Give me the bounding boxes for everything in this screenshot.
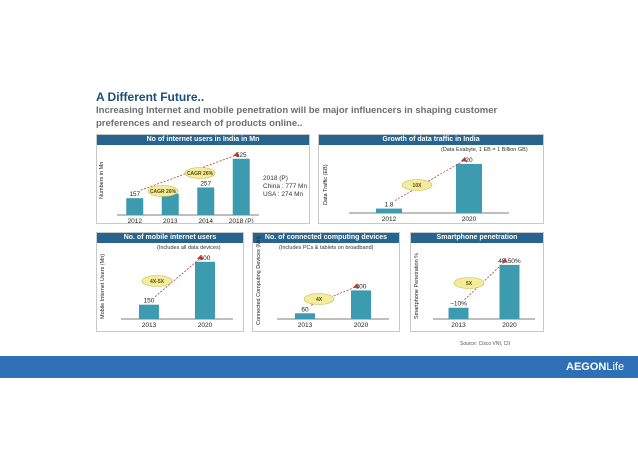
chart-title: Growth of data traffic in India: [319, 135, 543, 145]
trend-arrow: [140, 154, 238, 191]
growth-badge-label: 4X: [316, 297, 323, 303]
bar-2014: [197, 187, 215, 215]
x-tick-label: 2013: [451, 322, 466, 329]
data-label: 20: [465, 157, 473, 164]
chart-panel-mobile-internet: No. of mobile internet users (Includes a…: [96, 232, 244, 332]
x-tick-label: 2020: [502, 322, 517, 329]
data-label: 60: [301, 306, 309, 313]
chart-title: No. of mobile internet users: [97, 233, 243, 243]
data-label: 525: [236, 152, 247, 159]
page-subtitle: Increasing Internet and mobile penetrati…: [96, 105, 498, 129]
bar-2013: [448, 307, 469, 319]
growth-badge: [147, 185, 179, 197]
chart-internet-users: 1572012198201325720145252018 (P)CAGR 26%…: [117, 151, 259, 223]
growth-badge-label: CAGR 26%: [150, 189, 177, 195]
trend-arrow: [154, 257, 202, 297]
x-tick-label: 2020: [462, 216, 477, 223]
x-tick-label: 2013: [142, 322, 157, 329]
data-label: 1.8: [384, 202, 393, 209]
bar-2012: [126, 198, 144, 215]
bar-2013: [139, 304, 159, 319]
x-tick-label: 2018 (P): [229, 218, 254, 223]
bar-2020: [351, 290, 371, 319]
chart-panel-internet-users: No of internet users in India in Mn Numb…: [96, 134, 310, 224]
growth-badge: [184, 167, 216, 179]
chart-subtitle: (Includes PCs & tablets on broadband): [279, 245, 374, 251]
bar-2012: [376, 208, 402, 213]
x-tick-label: 2014: [199, 218, 214, 223]
trend-arrowhead: [501, 257, 508, 263]
chart-title: Smartphone penetration: [411, 233, 543, 243]
x-tick-label: 2013: [163, 218, 178, 223]
growth-badge: [401, 179, 433, 191]
x-tick-label: 2020: [198, 322, 213, 329]
chart-panel-connected-devices: No. of connected computing devices (Incl…: [252, 232, 400, 332]
x-tick-label: 2020: [354, 322, 369, 329]
chart-subtitle: (Data Exabyte, 1 EB = 1 Billion GB): [441, 147, 528, 153]
chart-title: No. of connected computing devices: [253, 233, 399, 243]
growth-badge: [303, 293, 335, 305]
aegon-life-logo: AEGONLife: [566, 361, 625, 373]
bar-2018p: [232, 158, 250, 215]
trend-arrow: [394, 159, 466, 201]
data-label: 157: [129, 191, 140, 198]
note-line-1: 2018 (P): [263, 175, 288, 182]
footer-bar: [0, 356, 638, 378]
trend-arrowhead: [197, 254, 203, 260]
data-label: 150: [144, 298, 155, 305]
growth-badge-label: 4X-5X: [150, 279, 165, 285]
data-label: 600: [200, 255, 211, 262]
bar-2020: [499, 264, 520, 319]
data-label: 257: [200, 180, 211, 187]
note-line-3: USA : 274 Mn: [263, 191, 304, 198]
note-line-2: China : 777 Mn: [263, 183, 308, 190]
growth-badge-label: 10X: [413, 183, 423, 189]
growth-badge: [453, 277, 485, 289]
trend-arrow: [464, 260, 506, 301]
bar-2020: [456, 163, 482, 213]
bar-2013: [161, 193, 179, 215]
growth-badge-label: 5X: [466, 281, 473, 287]
bar-2013: [295, 313, 315, 319]
chart-panel-smartphone: Smartphone penetration Smartphone Penetr…: [410, 232, 544, 332]
chart-panel-data-traffic: Growth of data traffic in India (Data Ex…: [318, 134, 544, 224]
chart-mobile-internet: 150 2013 600 2020 4X-5X: [121, 254, 233, 329]
data-label: ~10%: [450, 301, 467, 308]
page-title: A Different Future..: [96, 90, 205, 104]
trend-arrowhead: [233, 151, 240, 157]
x-tick-label: 2012: [128, 218, 143, 223]
source-note: Source: Cisco VNI, CII: [460, 341, 511, 347]
x-tick-label: 2013: [298, 322, 313, 329]
chart-subtitle: (Includes all data devices): [157, 245, 221, 251]
data-label: 300: [356, 283, 367, 290]
x-tick-label: 2012: [382, 216, 397, 223]
growth-badge-label: CAGR 26%: [187, 171, 214, 177]
chart-smartphone: ~10% 2013 45-50% 2020 5X: [433, 257, 535, 329]
bar-2020: [195, 261, 215, 319]
trend-arrowhead: [353, 283, 359, 289]
growth-badge: [141, 275, 173, 287]
data-label: 45-50%: [498, 258, 521, 265]
trend-arrowhead: [461, 156, 467, 162]
chart-title: No of internet users in India in Mn: [97, 135, 309, 145]
chart-connected-devices: 60 2013 300 2020 4X: [277, 283, 389, 329]
